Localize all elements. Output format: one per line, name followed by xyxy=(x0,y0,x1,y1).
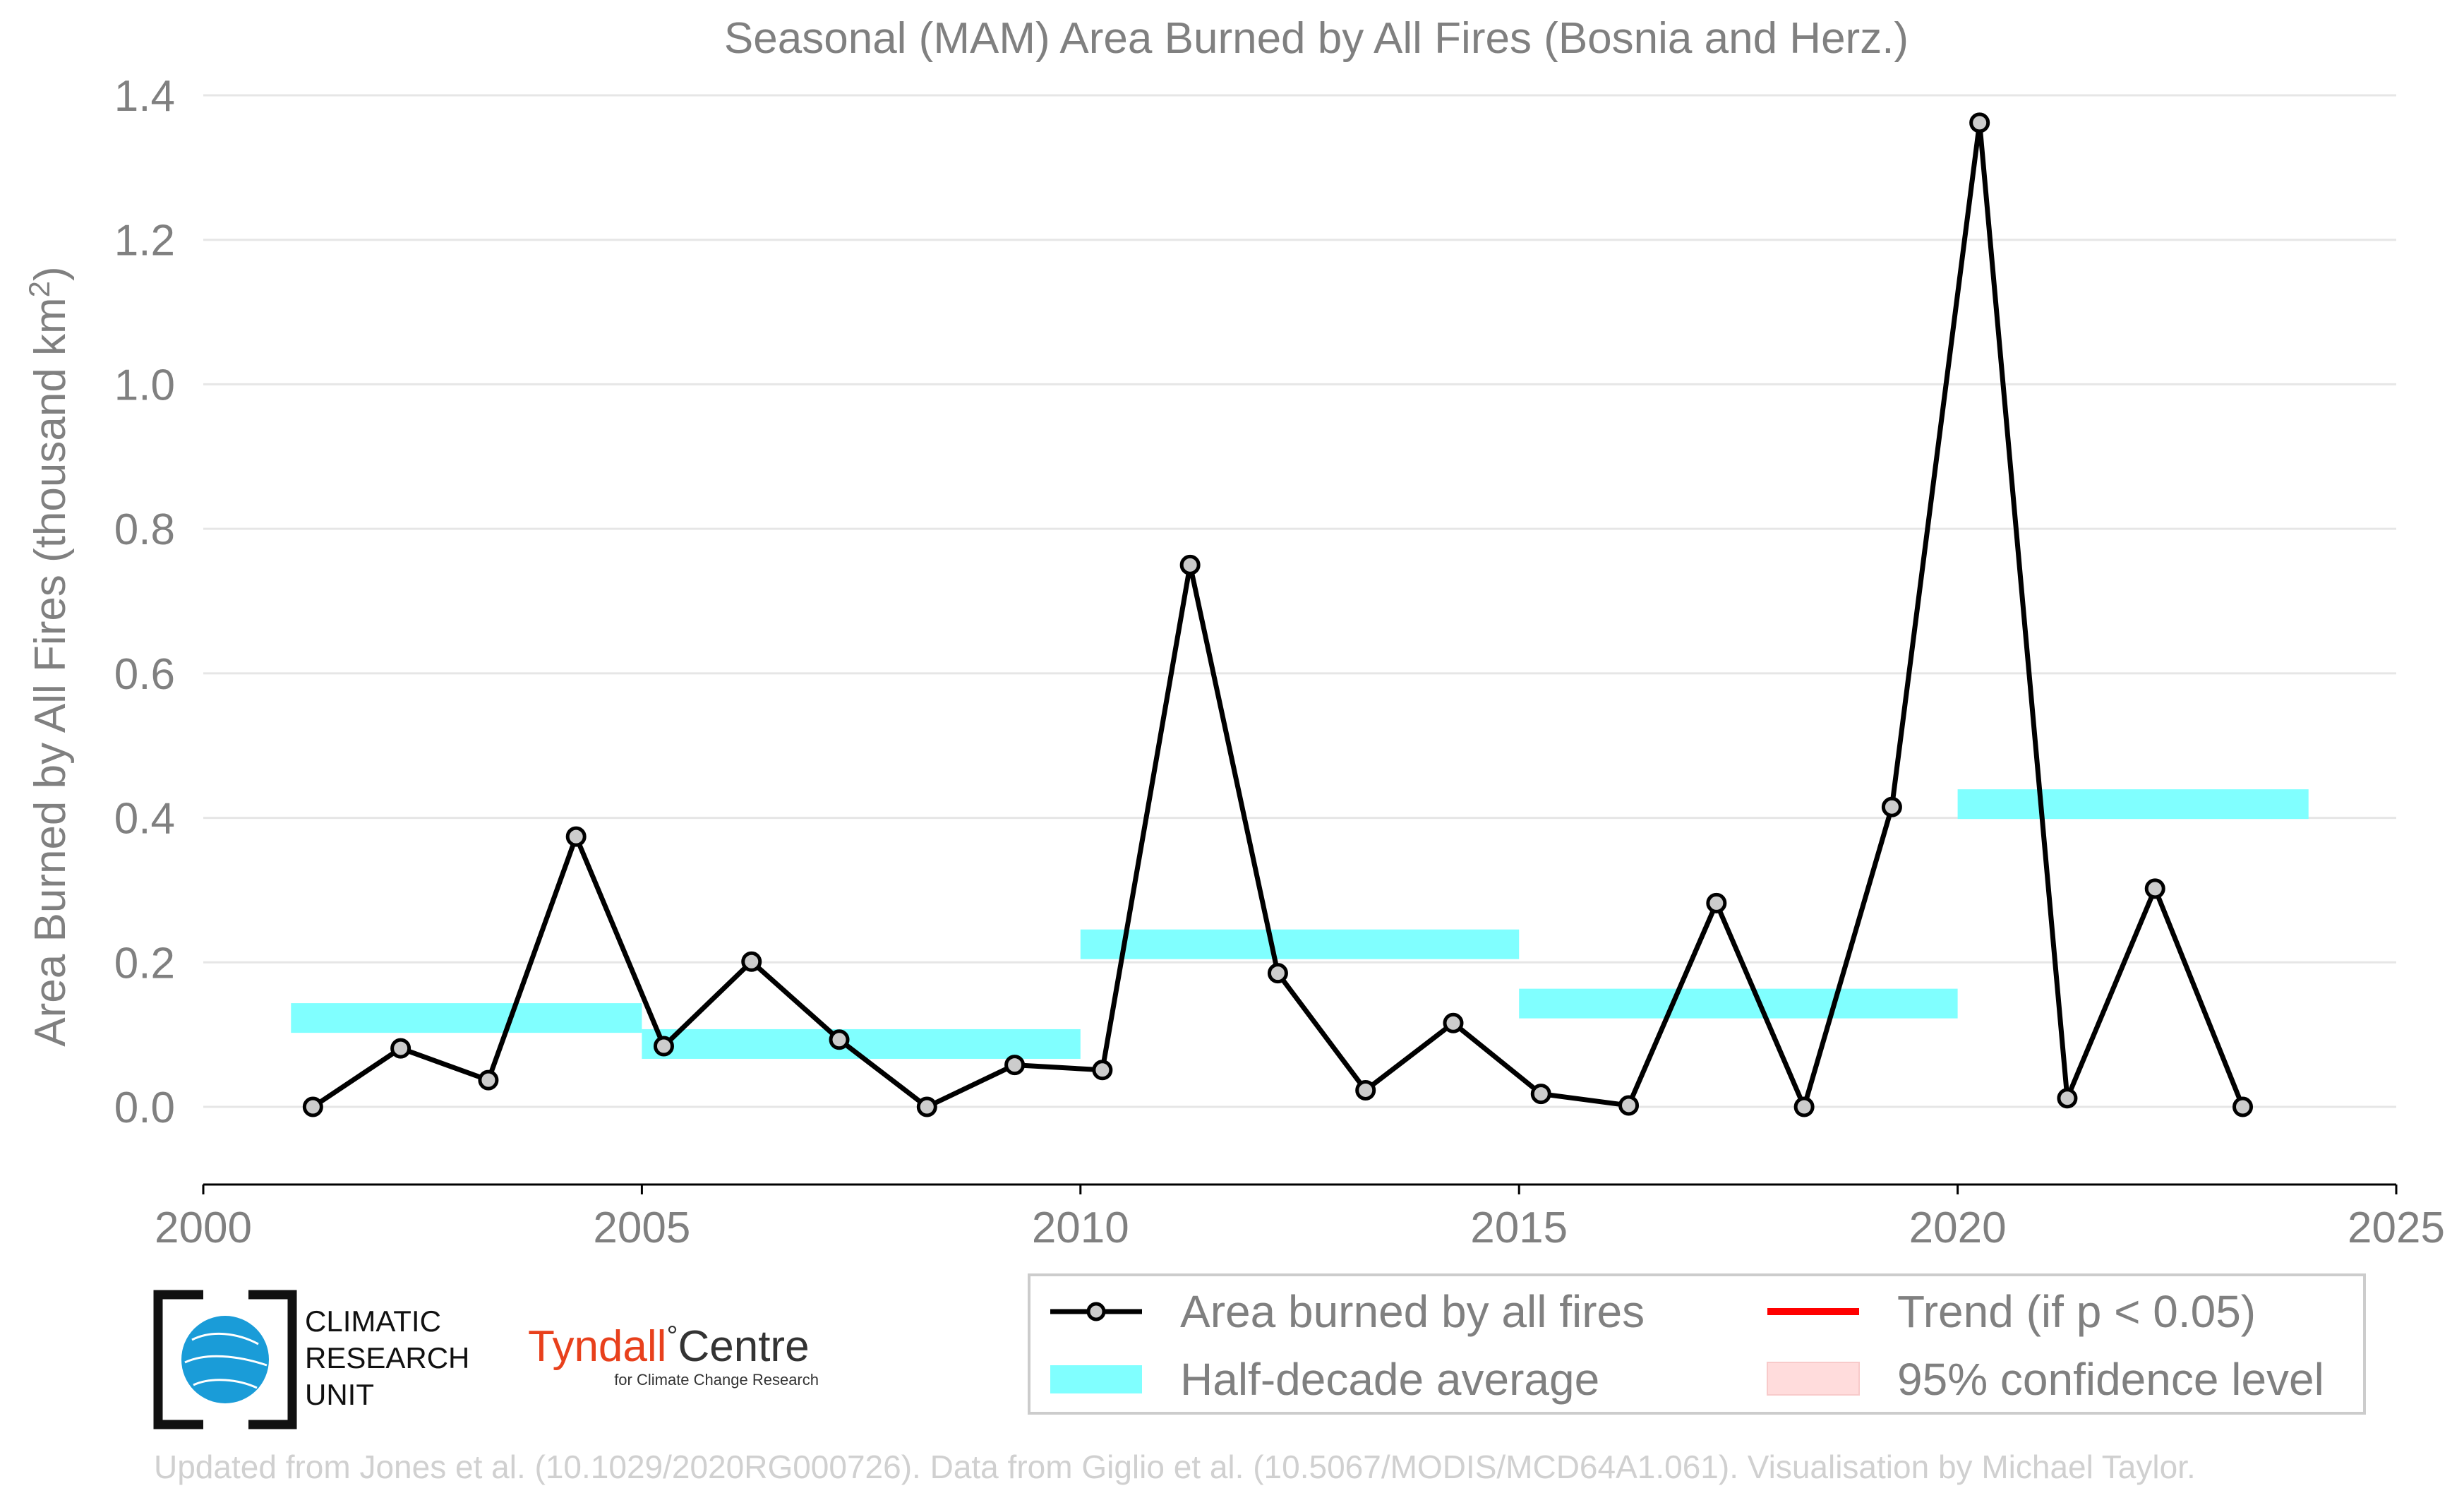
data-point xyxy=(1881,796,1902,817)
y-tick-label: 0.2 xyxy=(114,939,175,988)
y-axis: 0.0 0.2 0.4 0.6 0.8 1.0 1.2 1.4 xyxy=(114,72,175,1132)
legend-confidence-swatch xyxy=(1767,1362,1860,1396)
series-line-group xyxy=(302,112,2254,1117)
data-point xyxy=(478,1069,499,1091)
data-point xyxy=(741,951,762,972)
x-tick-label: 2015 xyxy=(1470,1204,1568,1252)
cru-logo: CLIMATIC RESEARCH UNIT xyxy=(153,1290,469,1429)
data-point xyxy=(1092,1060,1113,1081)
data-point xyxy=(1530,1084,1551,1105)
data-point xyxy=(1267,963,1288,984)
x-axis: 2000 2005 2010 2015 2020 2025 xyxy=(155,1183,2445,1252)
data-point xyxy=(2144,878,2165,899)
legend-label-series: Area burned by all fires xyxy=(1180,1286,1645,1337)
data-point xyxy=(829,1029,850,1050)
cru-logo-bracket-left xyxy=(153,1290,203,1429)
half-decade-bar xyxy=(1080,929,1520,959)
cru-logo-text-2: RESEARCH xyxy=(305,1341,469,1374)
x-tick-label: 2000 xyxy=(155,1204,252,1252)
data-point xyxy=(302,1096,323,1117)
data-point xyxy=(1355,1079,1376,1101)
tyndall-logo: Tyndall°Centre for Climate Change Resear… xyxy=(528,1321,819,1389)
cru-logo-bracket-right xyxy=(248,1290,297,1429)
data-point xyxy=(1443,1012,1464,1033)
y-axis-label-end: ) xyxy=(26,266,75,281)
legend-series-marker xyxy=(1086,1302,1106,1321)
globe-icon-contour-2 xyxy=(184,1355,268,1367)
y-tick-label: 0.8 xyxy=(114,505,175,554)
half-decade-bars xyxy=(291,789,2309,1059)
y-tick-label: 0.6 xyxy=(114,650,175,699)
half-decade-bar xyxy=(1519,988,1958,1019)
data-point xyxy=(1618,1095,1640,1116)
cru-logo-text-1: CLIMATIC xyxy=(305,1305,441,1338)
tyndall-logo-name-a: Tyndall xyxy=(528,1322,666,1371)
y-tick-label: 0.0 xyxy=(114,1084,175,1132)
legend-label-half-decade: Half-decade average xyxy=(1180,1354,1599,1405)
data-point xyxy=(1969,112,1990,133)
legend-label-trend: Trend (if p < 0.05) xyxy=(1897,1286,2256,1337)
data-point xyxy=(2232,1096,2254,1117)
x-tick-label: 2005 xyxy=(593,1204,690,1252)
data-point xyxy=(565,826,587,847)
tyndall-logo-degree: ° xyxy=(666,1321,678,1352)
y-axis-label-superscript: 2 xyxy=(23,281,56,297)
y-tick-label: 1.0 xyxy=(114,361,175,409)
y-tick-label: 0.4 xyxy=(114,795,175,844)
series-line xyxy=(311,120,2245,1110)
chart-title: Seasonal (MAM) Area Burned by All Fires … xyxy=(724,14,1909,63)
data-point xyxy=(390,1038,411,1059)
cru-logo-text-3: UNIT xyxy=(305,1378,374,1411)
x-tick-label: 2025 xyxy=(2348,1204,2445,1252)
globe-icon-contour-1 xyxy=(191,1333,259,1345)
tyndall-logo-name: Tyndall°Centre xyxy=(528,1321,810,1371)
data-point xyxy=(2057,1088,2078,1109)
legend-label-confidence: 95% confidence level xyxy=(1897,1354,2324,1405)
credit-text: Updated from Jones et al. (10.1029/2020R… xyxy=(154,1449,2196,1485)
grid-lines xyxy=(203,94,2396,1108)
data-point xyxy=(653,1036,674,1057)
data-point xyxy=(1706,892,1727,913)
legend-half-decade-swatch xyxy=(1050,1365,1142,1393)
legend-frame xyxy=(1028,1273,2366,1415)
globe-icon-contour-3 xyxy=(193,1379,258,1389)
x-tick-label: 2020 xyxy=(1909,1204,2007,1252)
half-decade-bar xyxy=(1957,789,2309,820)
x-tick-label: 2010 xyxy=(1032,1204,1129,1252)
data-point xyxy=(916,1096,937,1117)
tyndall-logo-subtitle: for Climate Change Research xyxy=(614,1371,819,1389)
data-point xyxy=(1793,1096,1815,1117)
y-tick-label: 1.4 xyxy=(114,72,175,121)
legend: Area burned by all fires Half-decade ave… xyxy=(1028,1273,2366,1415)
data-point xyxy=(1179,554,1201,575)
y-axis-label-main: Area Burned by All Fires (thousand km xyxy=(26,297,75,1046)
tyndall-logo-name-b: Centre xyxy=(678,1322,809,1371)
y-axis-label: Area Burned by All Fires (thousand km2) xyxy=(23,266,75,1046)
half-decade-bar xyxy=(291,1003,642,1033)
y-tick-label: 1.2 xyxy=(114,217,175,265)
data-point xyxy=(1004,1055,1026,1076)
